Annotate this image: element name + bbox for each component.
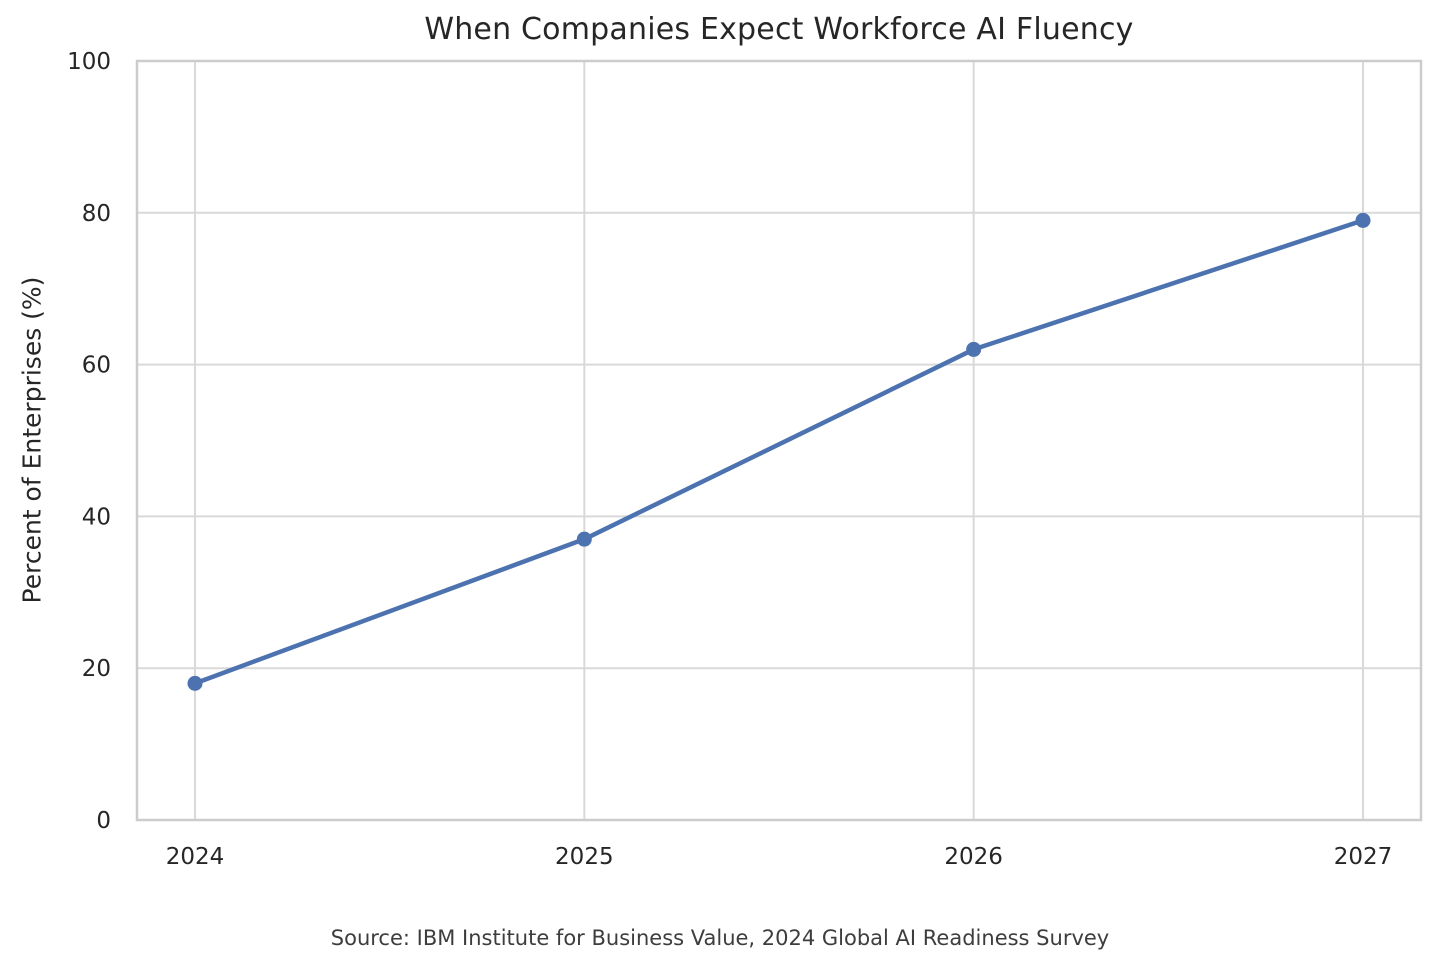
y-tick-label: 0	[96, 808, 111, 834]
data-point	[1355, 212, 1371, 228]
source-note: Source: IBM Institute for Business Value…	[330, 926, 1110, 950]
y-tick-label: 80	[82, 201, 111, 227]
x-tick-label: 2025	[555, 844, 614, 870]
chart-title: When Companies Expect Workforce AI Fluen…	[424, 12, 1134, 47]
y-tick-label: 100	[67, 49, 111, 75]
y-tick-label: 20	[82, 656, 111, 682]
data-point	[966, 341, 982, 357]
line-series	[192, 218, 1366, 686]
data-point	[576, 531, 592, 547]
x-tick-label: 2026	[944, 844, 1003, 870]
x-tick-label: 2024	[166, 844, 225, 870]
x-tick-label: 2027	[1334, 844, 1393, 870]
data-point	[187, 675, 203, 691]
y-tick-label: 60	[82, 353, 111, 379]
plot-border	[135, 59, 1423, 822]
y-axis-label: Percent of Enterprises (%)	[17, 276, 47, 604]
y-tick-label: 40	[82, 504, 111, 530]
